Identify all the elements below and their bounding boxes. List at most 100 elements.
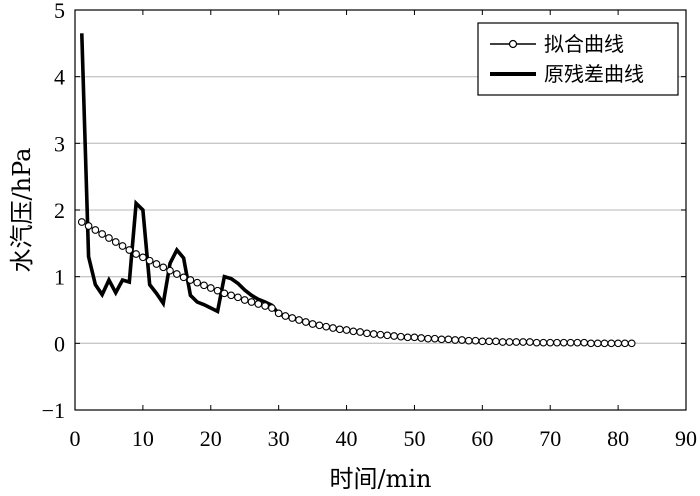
x-tick-label: 90 [675, 426, 697, 451]
series-fit-point [213, 286, 222, 295]
y-tick-label: 4 [54, 65, 65, 90]
series-fit-point [193, 278, 202, 287]
series-fit-point [512, 338, 521, 346]
series-fit-point [539, 338, 548, 347]
series-fit-point [356, 328, 364, 336]
series-fit-point [166, 266, 174, 275]
y-tick-label: 5 [54, 0, 65, 23]
series-fit-point [105, 234, 113, 242]
series-fit-point [342, 326, 351, 334]
series-fit-point [464, 336, 473, 345]
series-fit-point [593, 339, 602, 348]
series-fit-point [172, 270, 181, 278]
series-fit-point [526, 338, 534, 346]
x-tick-label: 60 [471, 426, 493, 451]
series-fit-point [485, 337, 493, 346]
series-fit-point [111, 238, 120, 246]
y-tick-label: −1 [42, 398, 65, 423]
series-fit-point [444, 335, 453, 344]
series-fit-point [247, 298, 256, 306]
series-fit-point [627, 339, 636, 348]
series-fit-point [322, 322, 331, 331]
series-fit-point [437, 335, 446, 344]
series-fit-point [498, 338, 507, 346]
series-fit-point [295, 316, 303, 324]
series-fit-point [84, 222, 93, 230]
series-fit-point [471, 336, 480, 345]
series-fit-point [77, 218, 86, 226]
series-fit-point [580, 338, 589, 347]
series-fit-point [91, 226, 100, 234]
series-fit-point [139, 253, 147, 262]
legend-label-fit: 拟合曲线 [544, 32, 624, 56]
series-fit-point [430, 334, 439, 343]
series-fit-point [159, 263, 168, 272]
series-fit-point [125, 246, 134, 254]
y-tick-label: 0 [54, 331, 65, 356]
x-tick-label: 80 [607, 426, 629, 451]
legend-label-residual: 原残差曲线 [544, 62, 644, 86]
legend: 拟合曲线 原残差曲线 [477, 22, 679, 96]
series-fit-point [410, 333, 419, 342]
y-axis-label: 水汽压/hPa [8, 148, 36, 273]
series-fit-point [424, 334, 432, 343]
series-fit-point [403, 333, 412, 342]
series-fit-point [268, 304, 276, 312]
y-tick-label: 1 [54, 265, 65, 290]
y-tick-label: 3 [54, 131, 65, 156]
series-fit-point [532, 338, 541, 347]
series-fit-point [234, 293, 242, 302]
series-fit-point [573, 338, 582, 347]
series-fit-point [335, 325, 344, 334]
series-fit-point [390, 332, 398, 340]
series-fit-point [281, 312, 290, 320]
plot-area [77, 33, 636, 348]
series-fit-point [329, 324, 337, 332]
series-fit-point [254, 300, 263, 308]
series-fit-point [559, 338, 568, 347]
series-fit-point [308, 320, 317, 328]
series-fit-point [152, 260, 161, 268]
series-fit-point [186, 276, 195, 284]
x-tick-label: 10 [132, 426, 154, 451]
x-tick-label: 40 [336, 426, 358, 451]
series-fit-point [220, 289, 229, 298]
series-fit-point [118, 242, 127, 250]
series-fit-point [519, 338, 527, 346]
series-fit-point [397, 332, 405, 341]
series-fit-point [478, 337, 487, 346]
series-fit-point [240, 296, 249, 304]
x-tick-label: 30 [268, 426, 290, 451]
series-fit-point [614, 339, 622, 348]
series-fit-point [179, 273, 188, 282]
series-fit-point [492, 337, 500, 346]
series-fit-point [417, 334, 426, 342]
series-fit-point [621, 339, 629, 348]
series-fit-point [587, 339, 595, 348]
series-fit-point [505, 338, 514, 346]
x-tick-label: 0 [70, 426, 81, 451]
series-fit-point [274, 309, 283, 318]
series-fit-point [200, 281, 208, 290]
series-fit-point [566, 338, 575, 347]
series-fit-point [553, 338, 561, 347]
series-fit-point [315, 321, 324, 330]
y-tick-label: 2 [54, 198, 65, 223]
x-axis-label: 时间/min [330, 465, 432, 493]
series-fit-point [98, 230, 107, 238]
series-fit-point [458, 336, 466, 344]
series-fit-point [383, 331, 392, 340]
legend-box [477, 22, 679, 96]
series-fit-point [451, 336, 460, 344]
series-fit-point [363, 329, 371, 338]
series-fit-line [81, 221, 632, 344]
x-tick-label: 50 [403, 426, 425, 451]
x-tick-label: 20 [200, 426, 222, 451]
series-fit-point [546, 338, 555, 347]
series-fit-point [145, 256, 154, 265]
legend-swatch-fit-marker [508, 39, 518, 49]
series-fit-point [349, 327, 358, 336]
series-fit-point [607, 339, 616, 348]
